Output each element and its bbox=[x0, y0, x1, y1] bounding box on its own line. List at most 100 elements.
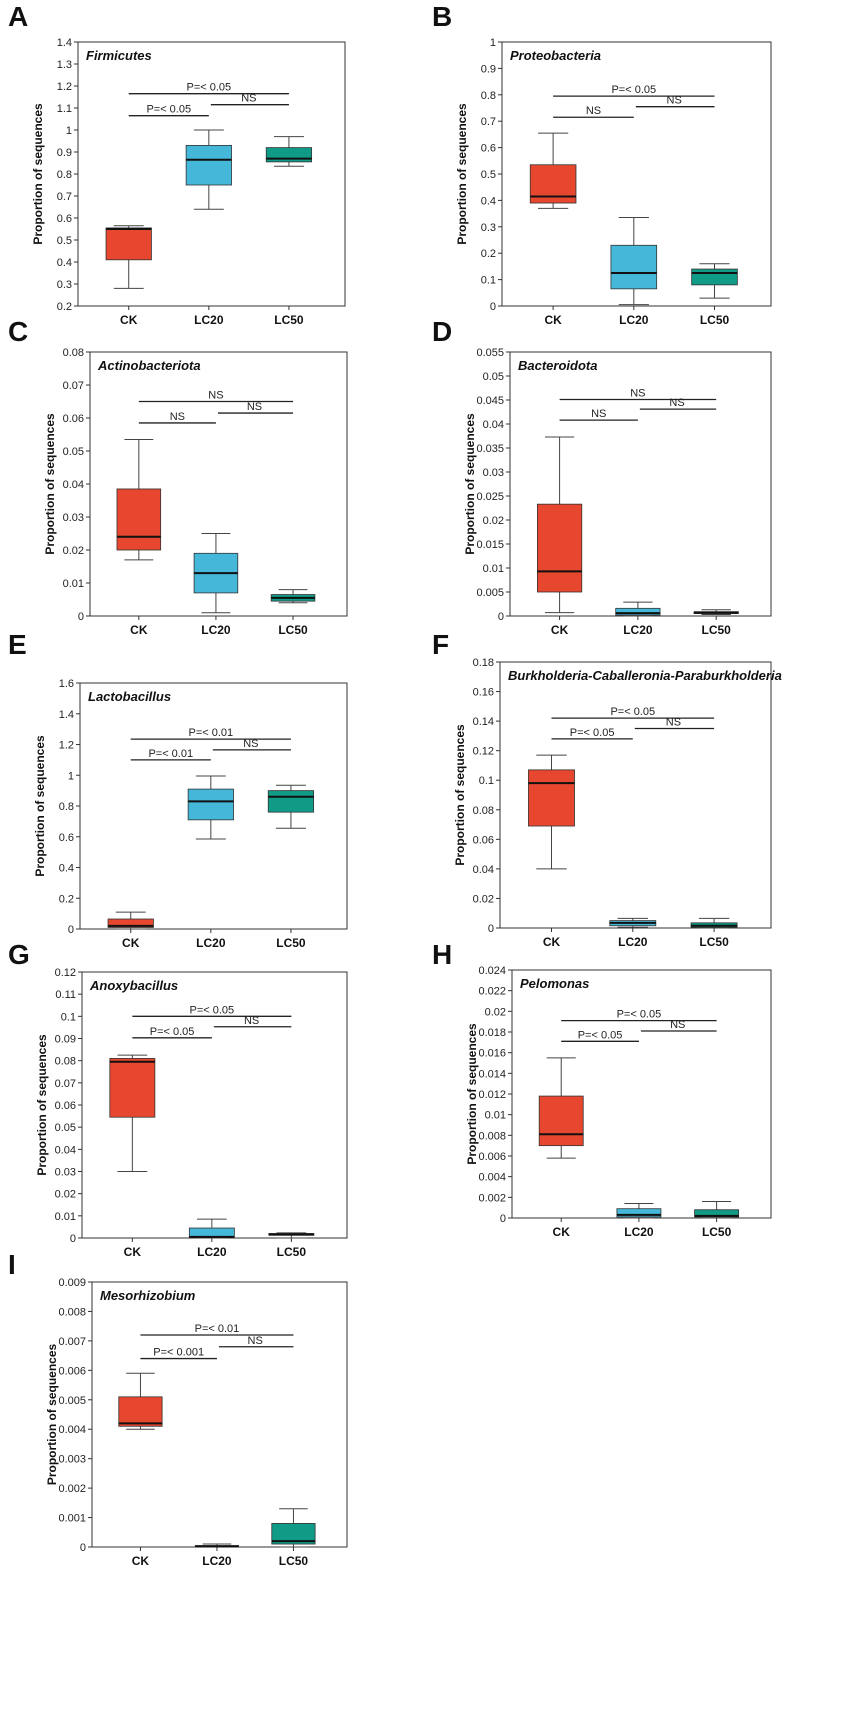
box-lc50 bbox=[694, 1209, 740, 1218]
chart-title: Anoxybacillus bbox=[89, 978, 178, 993]
box-ck bbox=[105, 227, 152, 261]
y-tick-label: 0.004 bbox=[58, 1424, 86, 1436]
chart-title: Actinobacteriota bbox=[97, 358, 201, 373]
significance-label: P=< 0.01 bbox=[195, 1323, 240, 1335]
y-axis-label: Proportion of sequences bbox=[465, 1023, 479, 1165]
y-tick-label: 0.07 bbox=[63, 380, 84, 392]
x-tick-label-lc50: LC50 bbox=[700, 313, 730, 327]
y-tick-label: 0.1 bbox=[61, 1011, 76, 1023]
y-tick-label: 0.01 bbox=[485, 1110, 506, 1122]
y-tick-label: 0.003 bbox=[58, 1454, 86, 1466]
y-tick-label: 0.7 bbox=[57, 191, 72, 203]
significance-label: NS bbox=[241, 93, 256, 105]
x-tick-label-lc50: LC50 bbox=[702, 1225, 732, 1239]
panel-letter: G bbox=[8, 939, 30, 970]
chart-title: Bacteroidota bbox=[518, 358, 597, 373]
box-lc50 bbox=[691, 268, 738, 286]
y-tick-label: 0.12 bbox=[473, 746, 494, 758]
x-tick-label-ck: CK bbox=[122, 936, 140, 950]
x-tick-label-ck: CK bbox=[120, 313, 138, 327]
box-lc50 bbox=[265, 147, 313, 163]
y-tick-label: 1.4 bbox=[59, 709, 74, 721]
y-tick-label: 0.4 bbox=[59, 863, 74, 875]
y-tick-label: 0.14 bbox=[473, 716, 494, 728]
significance-label: NS bbox=[208, 390, 223, 402]
y-axis-label: Proportion of sequences bbox=[45, 1344, 59, 1486]
x-tick-label-ck: CK bbox=[544, 313, 562, 327]
x-tick-label-lc20: LC20 bbox=[202, 1554, 232, 1568]
y-tick-label: 0.04 bbox=[483, 419, 504, 431]
y-tick-label: 0.05 bbox=[63, 446, 84, 458]
y-tick-label: 0 bbox=[500, 1213, 506, 1225]
y-tick-label: 0.006 bbox=[58, 1365, 86, 1377]
y-tick-label: 0.024 bbox=[478, 965, 506, 977]
y-tick-label: 0.02 bbox=[485, 1006, 506, 1018]
y-axis-label: Proportion of sequences bbox=[33, 735, 47, 877]
chart-title: Burkholderia-Caballeronia-Paraburkholder… bbox=[508, 668, 782, 683]
y-tick-label: 0.015 bbox=[476, 539, 504, 551]
plot-frame bbox=[511, 969, 772, 1219]
x-tick-label-lc50: LC50 bbox=[702, 623, 732, 637]
significance-label: P=< 0.05 bbox=[146, 104, 191, 116]
significance-label: P=< 0.001 bbox=[153, 1347, 204, 1359]
y-tick-label: 0.8 bbox=[481, 90, 496, 102]
chart-panel-b: B Proteobacteria Proportion of sequences 0 0… bbox=[432, 1, 772, 327]
y-tick-label: 0.9 bbox=[481, 63, 496, 75]
significance-label: P=< 0.05 bbox=[578, 1029, 623, 1041]
y-tick-label: 0.01 bbox=[63, 578, 84, 590]
y-tick-label: 1.3 bbox=[57, 59, 72, 71]
significance-label: NS bbox=[586, 105, 601, 117]
box-ck bbox=[118, 1396, 163, 1427]
box-ck bbox=[537, 503, 583, 593]
y-tick-label: 0 bbox=[78, 611, 84, 623]
significance-label: NS bbox=[669, 397, 684, 409]
y-tick-label: 0.006 bbox=[478, 1151, 506, 1163]
y-tick-label: 0.5 bbox=[481, 169, 496, 181]
box-lc20 bbox=[616, 1208, 662, 1218]
panel-letter: I bbox=[8, 1249, 16, 1280]
significance-label: NS bbox=[591, 408, 606, 420]
y-tick-label: 1 bbox=[490, 37, 496, 49]
panel-letter: H bbox=[432, 939, 452, 970]
significance-label: P=< 0.05 bbox=[617, 1009, 662, 1021]
x-tick-label-ck: CK bbox=[543, 935, 561, 949]
y-tick-label: 0.004 bbox=[478, 1172, 506, 1184]
significance-label: P=< 0.01 bbox=[189, 727, 234, 739]
significance-label: NS bbox=[666, 717, 681, 729]
y-tick-label: 1 bbox=[68, 770, 74, 782]
x-tick-label-lc50: LC50 bbox=[277, 1245, 307, 1259]
y-tick-label: 0.6 bbox=[59, 832, 74, 844]
chart-panel-g: G Anoxybacillus Proportion of sequences 0 0.… bbox=[8, 939, 348, 1259]
x-tick-label-lc20: LC20 bbox=[201, 623, 231, 637]
y-tick-label: 0.2 bbox=[59, 893, 74, 905]
y-tick-label: 0.02 bbox=[55, 1189, 76, 1201]
panel-letter: B bbox=[432, 1, 452, 32]
y-tick-label: 0.016 bbox=[478, 1048, 506, 1060]
significance-label: NS bbox=[630, 388, 645, 400]
chart-panel-i: I Mesorhizobium Proportion of sequences 0 0.… bbox=[8, 1249, 348, 1568]
y-tick-label: 0.4 bbox=[57, 257, 72, 269]
significance-label: NS bbox=[667, 95, 682, 107]
significance-label: NS bbox=[243, 738, 258, 750]
plot-frame bbox=[499, 661, 772, 929]
y-tick-label: 0.002 bbox=[58, 1483, 86, 1495]
significance-label: P=< 0.05 bbox=[611, 84, 656, 96]
y-tick-label: 0.02 bbox=[483, 515, 504, 527]
y-tick-label: 0.06 bbox=[55, 1100, 76, 1112]
y-tick-label: 0.3 bbox=[481, 222, 496, 234]
x-tick-label-lc50: LC50 bbox=[276, 936, 306, 950]
y-axis-label: Proportion of sequences bbox=[455, 103, 469, 245]
y-tick-label: 0.01 bbox=[483, 563, 504, 575]
y-tick-label: 1.2 bbox=[57, 81, 72, 93]
y-axis-label: Proportion of sequences bbox=[453, 724, 467, 866]
y-tick-label: 0.045 bbox=[476, 395, 504, 407]
significance-label: NS bbox=[670, 1019, 685, 1031]
box-ck bbox=[528, 769, 575, 827]
y-tick-label: 0 bbox=[490, 301, 496, 313]
panel-letter: A bbox=[8, 1, 28, 32]
chart-title: Firmicutes bbox=[86, 48, 152, 63]
y-tick-label: 0.022 bbox=[478, 986, 506, 998]
y-tick-label: 0.03 bbox=[483, 467, 504, 479]
significance-label: P=< 0.01 bbox=[148, 748, 193, 760]
